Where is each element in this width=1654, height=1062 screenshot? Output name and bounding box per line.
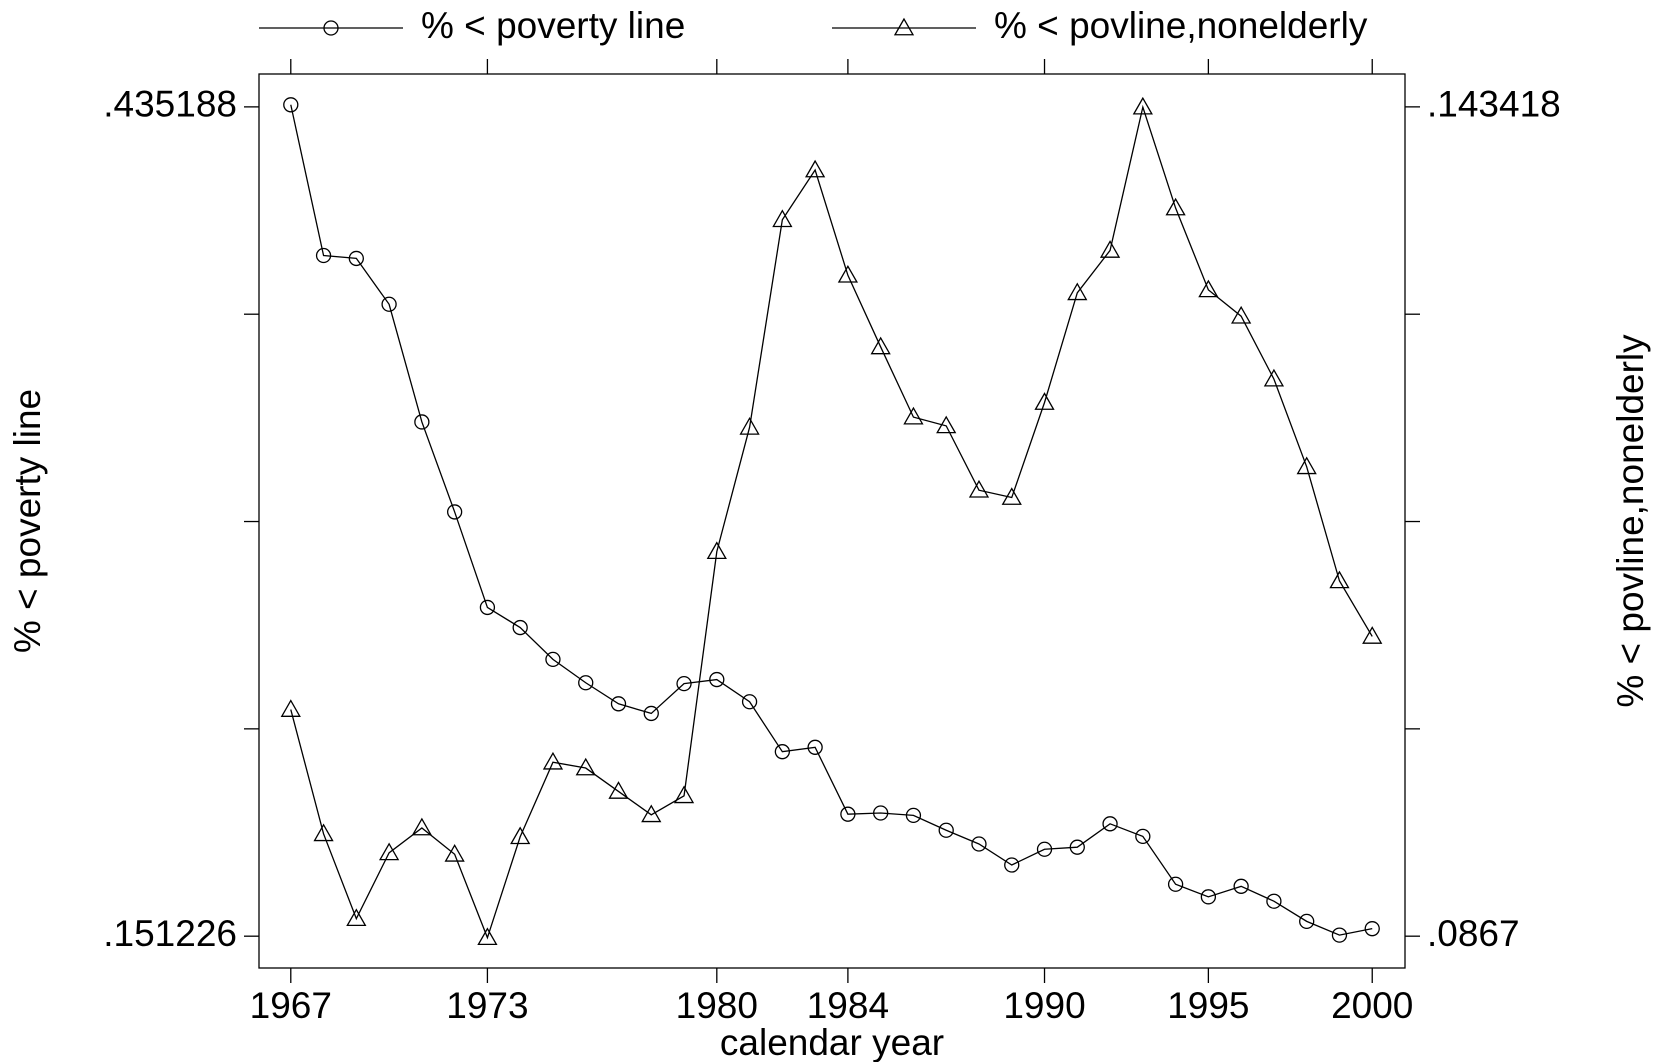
- marker-circle: [1004, 857, 1020, 873]
- marker-circle: [938, 822, 954, 838]
- y2-tick-label: .0867: [1427, 913, 1520, 954]
- marker-triangle: [510, 826, 531, 845]
- marker-triangle: [346, 908, 367, 927]
- marker-circle: [1331, 927, 1348, 943]
- marker-circle: [774, 744, 791, 760]
- y2-axis-title: % < povline,nonelderly: [1610, 334, 1651, 708]
- y-axis-title: % < poverty line: [7, 389, 48, 653]
- marker-triangle: [542, 751, 564, 770]
- marker-circle: [512, 619, 528, 636]
- marker-triangle: [575, 757, 596, 776]
- marker-circle: [709, 671, 725, 688]
- marker-circle: [741, 694, 758, 710]
- x-tick-label: 1990: [1003, 985, 1085, 1026]
- y2-tick-label: .143418: [1427, 84, 1561, 125]
- marker-triangle: [706, 541, 727, 560]
- marker-circle: [610, 696, 627, 712]
- marker-circle: [1102, 816, 1118, 832]
- marker-circle: [1200, 889, 1217, 905]
- marker-circle: [1036, 841, 1053, 857]
- marker-circle: [446, 504, 463, 520]
- marker-circle: [1233, 878, 1249, 894]
- marker-triangle: [1034, 392, 1055, 410]
- marker-triangle: [641, 804, 662, 823]
- x-tick-label: 2000: [1331, 985, 1413, 1026]
- marker-circle: [971, 836, 987, 852]
- marker-circle: [283, 97, 299, 113]
- marker-circle: [840, 806, 856, 822]
- marker-triangle: [280, 699, 301, 717]
- x-tick-label: 1973: [446, 985, 528, 1026]
- series-line: [290, 104, 1373, 936]
- marker-triangle: [411, 817, 432, 836]
- marker-triangle: [1001, 487, 1022, 505]
- marker-circle: [348, 250, 364, 267]
- x-tick-label: 1995: [1167, 985, 1249, 1026]
- marker-triangle: [739, 417, 760, 435]
- marker-triangle: [893, 17, 915, 36]
- marker-triangle: [378, 842, 400, 861]
- marker-circle: [643, 705, 659, 722]
- marker-triangle: [608, 781, 629, 799]
- marker-triangle: [903, 406, 924, 425]
- marker-triangle: [1067, 282, 1088, 301]
- marker-triangle: [1362, 626, 1383, 644]
- y-tick-label: .151226: [103, 913, 237, 954]
- marker-circle: [807, 739, 823, 755]
- marker-triangle: [444, 843, 465, 862]
- marker-triangle: [1329, 570, 1350, 589]
- marker-triangle: [1099, 240, 1121, 258]
- marker-circle: [323, 20, 339, 36]
- x-axis-title: calendar year: [720, 1022, 944, 1062]
- marker-triangle: [313, 823, 334, 842]
- marker-triangle: [477, 927, 498, 946]
- marker-triangle: [805, 159, 826, 178]
- marker-circle: [873, 805, 889, 821]
- marker-circle: [545, 651, 561, 668]
- marker-circle: [905, 807, 922, 824]
- x-tick-label: 1984: [807, 985, 889, 1026]
- legend-label: % < povline,nonelderly: [994, 5, 1368, 46]
- marker-triangle: [1263, 368, 1285, 387]
- x-tick-label: 1967: [250, 985, 332, 1026]
- marker-triangle: [837, 264, 859, 283]
- marker-circle: [1167, 876, 1184, 892]
- marker-triangle: [1231, 305, 1252, 324]
- legend-label: % < poverty line: [421, 5, 685, 46]
- marker-triangle: [1165, 197, 1186, 216]
- y-tick-label: .435188: [103, 84, 237, 125]
- marker-circle: [1135, 828, 1151, 845]
- marker-triangle: [936, 415, 957, 434]
- marker-circle: [1069, 839, 1085, 855]
- marker-triangle: [772, 209, 793, 228]
- marker-triangle: [968, 479, 990, 498]
- marker-triangle: [1198, 279, 1219, 298]
- marker-circle: [479, 599, 496, 616]
- marker-triangle: [1296, 456, 1317, 475]
- series-line: [290, 104, 1373, 940]
- marker-circle: [381, 296, 397, 312]
- marker-triangle: [1132, 96, 1153, 115]
- marker-circle: [1364, 921, 1380, 937]
- marker-circle: [1299, 913, 1315, 930]
- marker-triangle: [870, 336, 891, 355]
- marker-circle: [315, 247, 332, 264]
- marker-circle: [1266, 893, 1282, 909]
- x-tick-label: 1980: [676, 985, 758, 1026]
- marker-circle: [676, 675, 692, 692]
- marker-circle: [414, 414, 430, 430]
- marker-triangle: [673, 785, 695, 804]
- marker-circle: [578, 675, 594, 691]
